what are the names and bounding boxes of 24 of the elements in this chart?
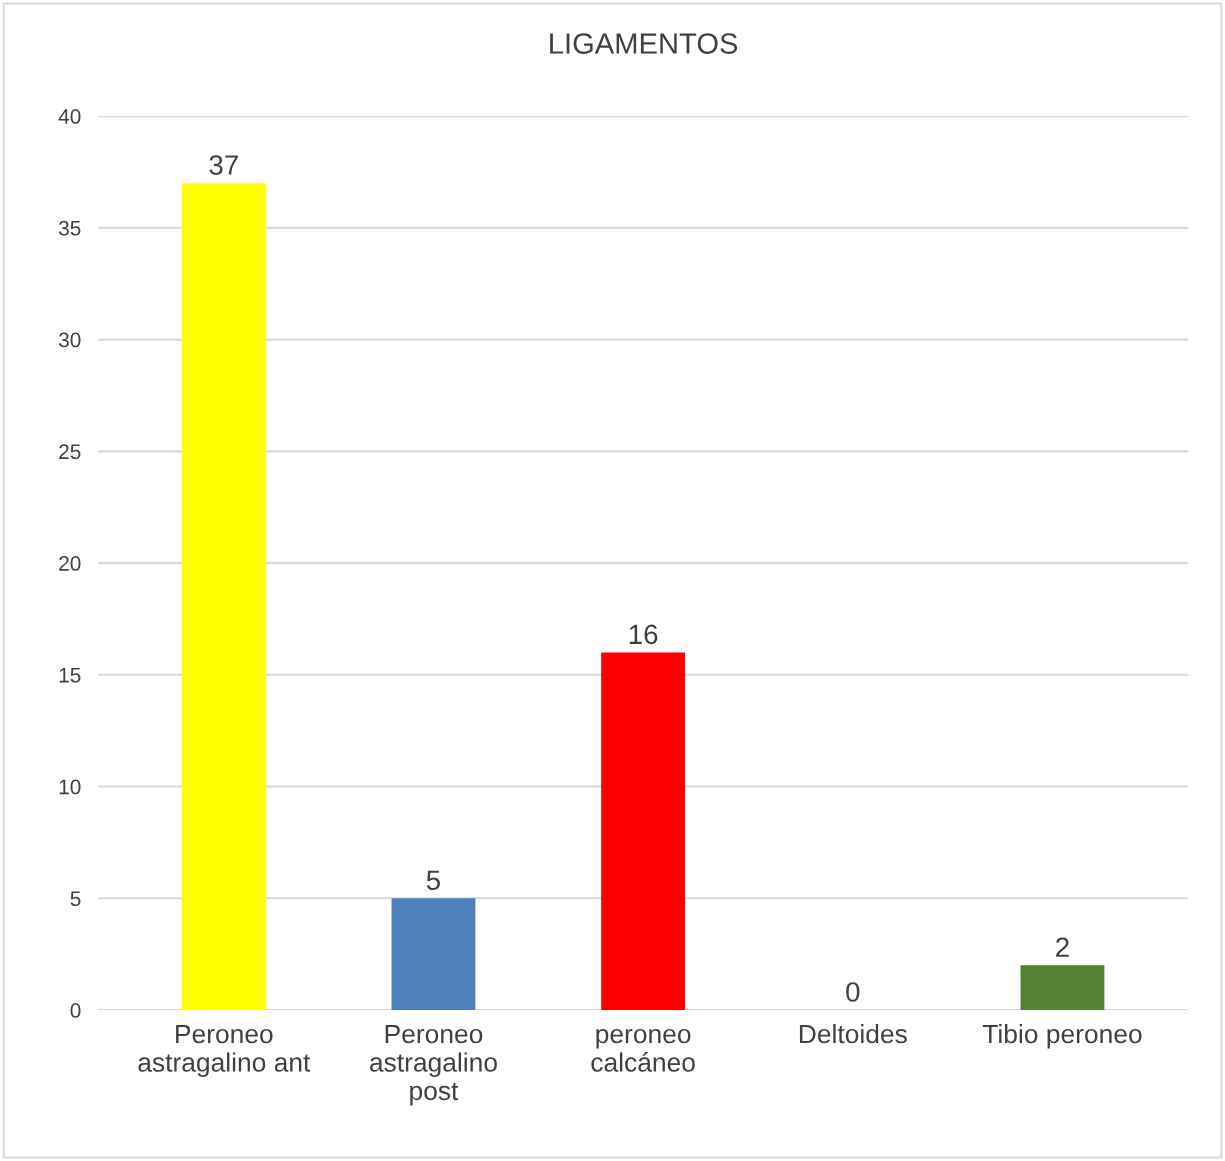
- bar: [391, 898, 476, 1011]
- data-label: 16: [629, 624, 658, 645]
- data-label: 0: [846, 982, 860, 1002]
- x-tick-label: Tibio peroneo: [982, 1023, 1142, 1049]
- y-tick-label: 30: [58, 332, 81, 348]
- x-tick-label: Peroneo astragalino post: [370, 1024, 497, 1106]
- y-tick-label: 20: [59, 556, 81, 571]
- data-label: 2: [1056, 937, 1069, 957]
- bar: [181, 183, 266, 1011]
- chart-title: LIGAMENTOS: [550, 33, 738, 54]
- x-tick-label: Deltoides: [799, 1023, 907, 1044]
- y-tick-label: 40: [58, 109, 81, 124]
- data-label: 5: [426, 870, 441, 891]
- data-label: 37: [209, 155, 238, 175]
- y-tick-label: 15: [59, 668, 81, 683]
- x-tick-label: peroneo calcáneo: [591, 1028, 695, 1072]
- y-tick-label: 10: [59, 779, 81, 795]
- bar: [1020, 965, 1105, 1011]
- y-tick-label: 5: [70, 891, 81, 907]
- y-tick-label: 35: [58, 220, 81, 236]
- y-tick-label: 0: [70, 1003, 81, 1018]
- y-tick-label: 25: [59, 444, 81, 460]
- bar: [601, 652, 686, 1011]
- x-tick-label: Peroneo astragalino ant: [138, 1024, 311, 1077]
